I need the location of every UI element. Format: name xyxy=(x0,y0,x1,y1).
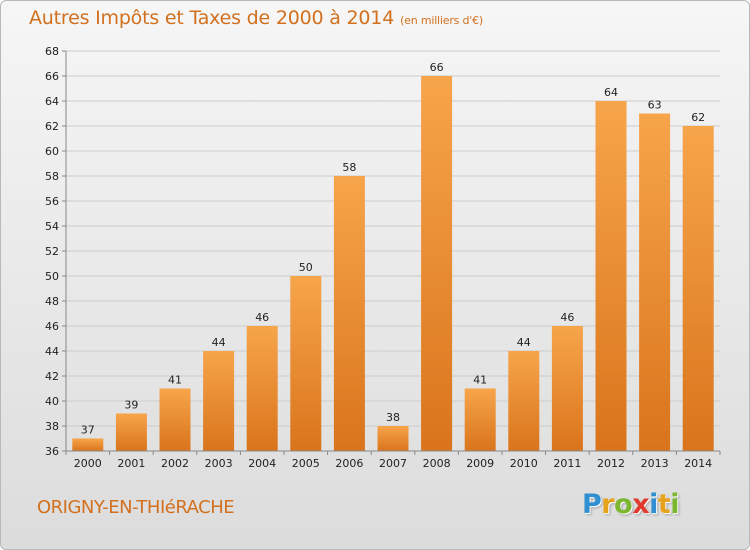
x-tick-label: 2007 xyxy=(379,457,407,470)
x-tick-label: 2012 xyxy=(597,457,625,470)
y-tick-label: 48 xyxy=(45,295,59,308)
logo-letter: o xyxy=(614,489,633,520)
logo-letter: x xyxy=(632,489,650,520)
x-tick-label: 2011 xyxy=(553,457,581,470)
bar xyxy=(639,113,671,451)
bar xyxy=(333,176,365,451)
logo-letter: i xyxy=(649,489,658,520)
y-tick-label: 64 xyxy=(45,95,59,108)
x-tick-label: 2006 xyxy=(335,457,363,470)
y-tick-label: 54 xyxy=(45,220,59,233)
bar-value-label: 38 xyxy=(386,411,400,424)
y-tick-label: 40 xyxy=(45,395,59,408)
bar xyxy=(115,413,147,451)
x-tick-label: 2002 xyxy=(161,457,189,470)
y-tick-label: 52 xyxy=(45,245,59,258)
bar-value-label: 58 xyxy=(342,161,356,174)
bar-value-label: 37 xyxy=(81,424,95,437)
bar-value-label: 41 xyxy=(168,374,182,387)
proxiti-logo[interactable]: Proxiti xyxy=(582,489,680,520)
bar-value-label: 63 xyxy=(648,99,662,112)
bar xyxy=(159,388,191,451)
x-tick-label: 2000 xyxy=(74,457,102,470)
commune-name: ORIGNY-EN-THIéRACHE xyxy=(37,497,235,518)
chart-title-unit: (en milliers d'€) xyxy=(400,14,483,27)
bars xyxy=(72,76,714,451)
y-tick-label: 50 xyxy=(45,270,59,283)
bar xyxy=(682,126,714,451)
bar xyxy=(246,326,278,451)
x-tick-label: 2001 xyxy=(117,457,145,470)
y-tick-label: 38 xyxy=(45,420,59,433)
bar-value-label: 46 xyxy=(560,311,574,324)
axes: 36 38 40 42 44 46 48 50 52 54 56 58 60 62 64 66 68 2000 20… xyxy=(45,45,721,470)
bar xyxy=(72,438,104,451)
chart-title-main: Autres Impôts et Taxes de 2000 à 2014 xyxy=(29,7,395,29)
y-tick-label: 46 xyxy=(45,320,59,333)
y-tick-label: 68 xyxy=(45,45,59,58)
bar xyxy=(421,76,453,451)
x-tick-label: 2013 xyxy=(641,457,669,470)
bar-value-label: 46 xyxy=(255,311,269,324)
bar-value-label: 64 xyxy=(604,86,618,99)
bar xyxy=(203,351,235,451)
logo-letter: t xyxy=(657,489,671,520)
x-tick-label: 2004 xyxy=(248,457,276,470)
y-tick-label: 56 xyxy=(45,195,59,208)
chart-title: Autres Impôts et Taxes de 2000 à 2014 (en… xyxy=(29,7,483,29)
x-tick-label: 2008 xyxy=(423,457,451,470)
x-tick-label: 2014 xyxy=(684,457,712,470)
bar-value-label: 50 xyxy=(299,261,313,274)
bar-value-label: 41 xyxy=(473,374,487,387)
labels: 37 39 41 44 46 50 58 38 66 41 44 46 64 63 62 xyxy=(81,61,705,437)
bar xyxy=(377,426,409,451)
y-tick-label: 60 xyxy=(45,145,59,158)
y-tick-label: 66 xyxy=(45,70,59,83)
x-tick-label: 2005 xyxy=(292,457,320,470)
bar xyxy=(551,326,583,451)
y-tick-label: 44 xyxy=(45,345,59,358)
x-tick-label: 2009 xyxy=(466,457,494,470)
y-tick-label: 36 xyxy=(45,445,59,458)
bar xyxy=(595,101,627,451)
y-tick-label: 42 xyxy=(45,370,59,383)
y-tick-label: 58 xyxy=(45,170,59,183)
bar-value-label: 39 xyxy=(124,399,138,412)
x-tick-label: 2010 xyxy=(510,457,538,470)
bar-value-label: 44 xyxy=(517,336,531,349)
bar-value-label: 66 xyxy=(430,61,444,74)
x-tick-label: 2003 xyxy=(205,457,233,470)
logo-letter: r xyxy=(601,489,615,520)
bar xyxy=(290,276,322,451)
bar-value-label: 62 xyxy=(691,111,705,124)
logo-letter: P xyxy=(582,489,602,520)
bar xyxy=(508,351,540,451)
y-tick-label: 62 xyxy=(45,120,59,133)
bar xyxy=(464,388,496,451)
bar-value-label: 44 xyxy=(212,336,226,349)
logo-letter: i xyxy=(670,489,680,520)
